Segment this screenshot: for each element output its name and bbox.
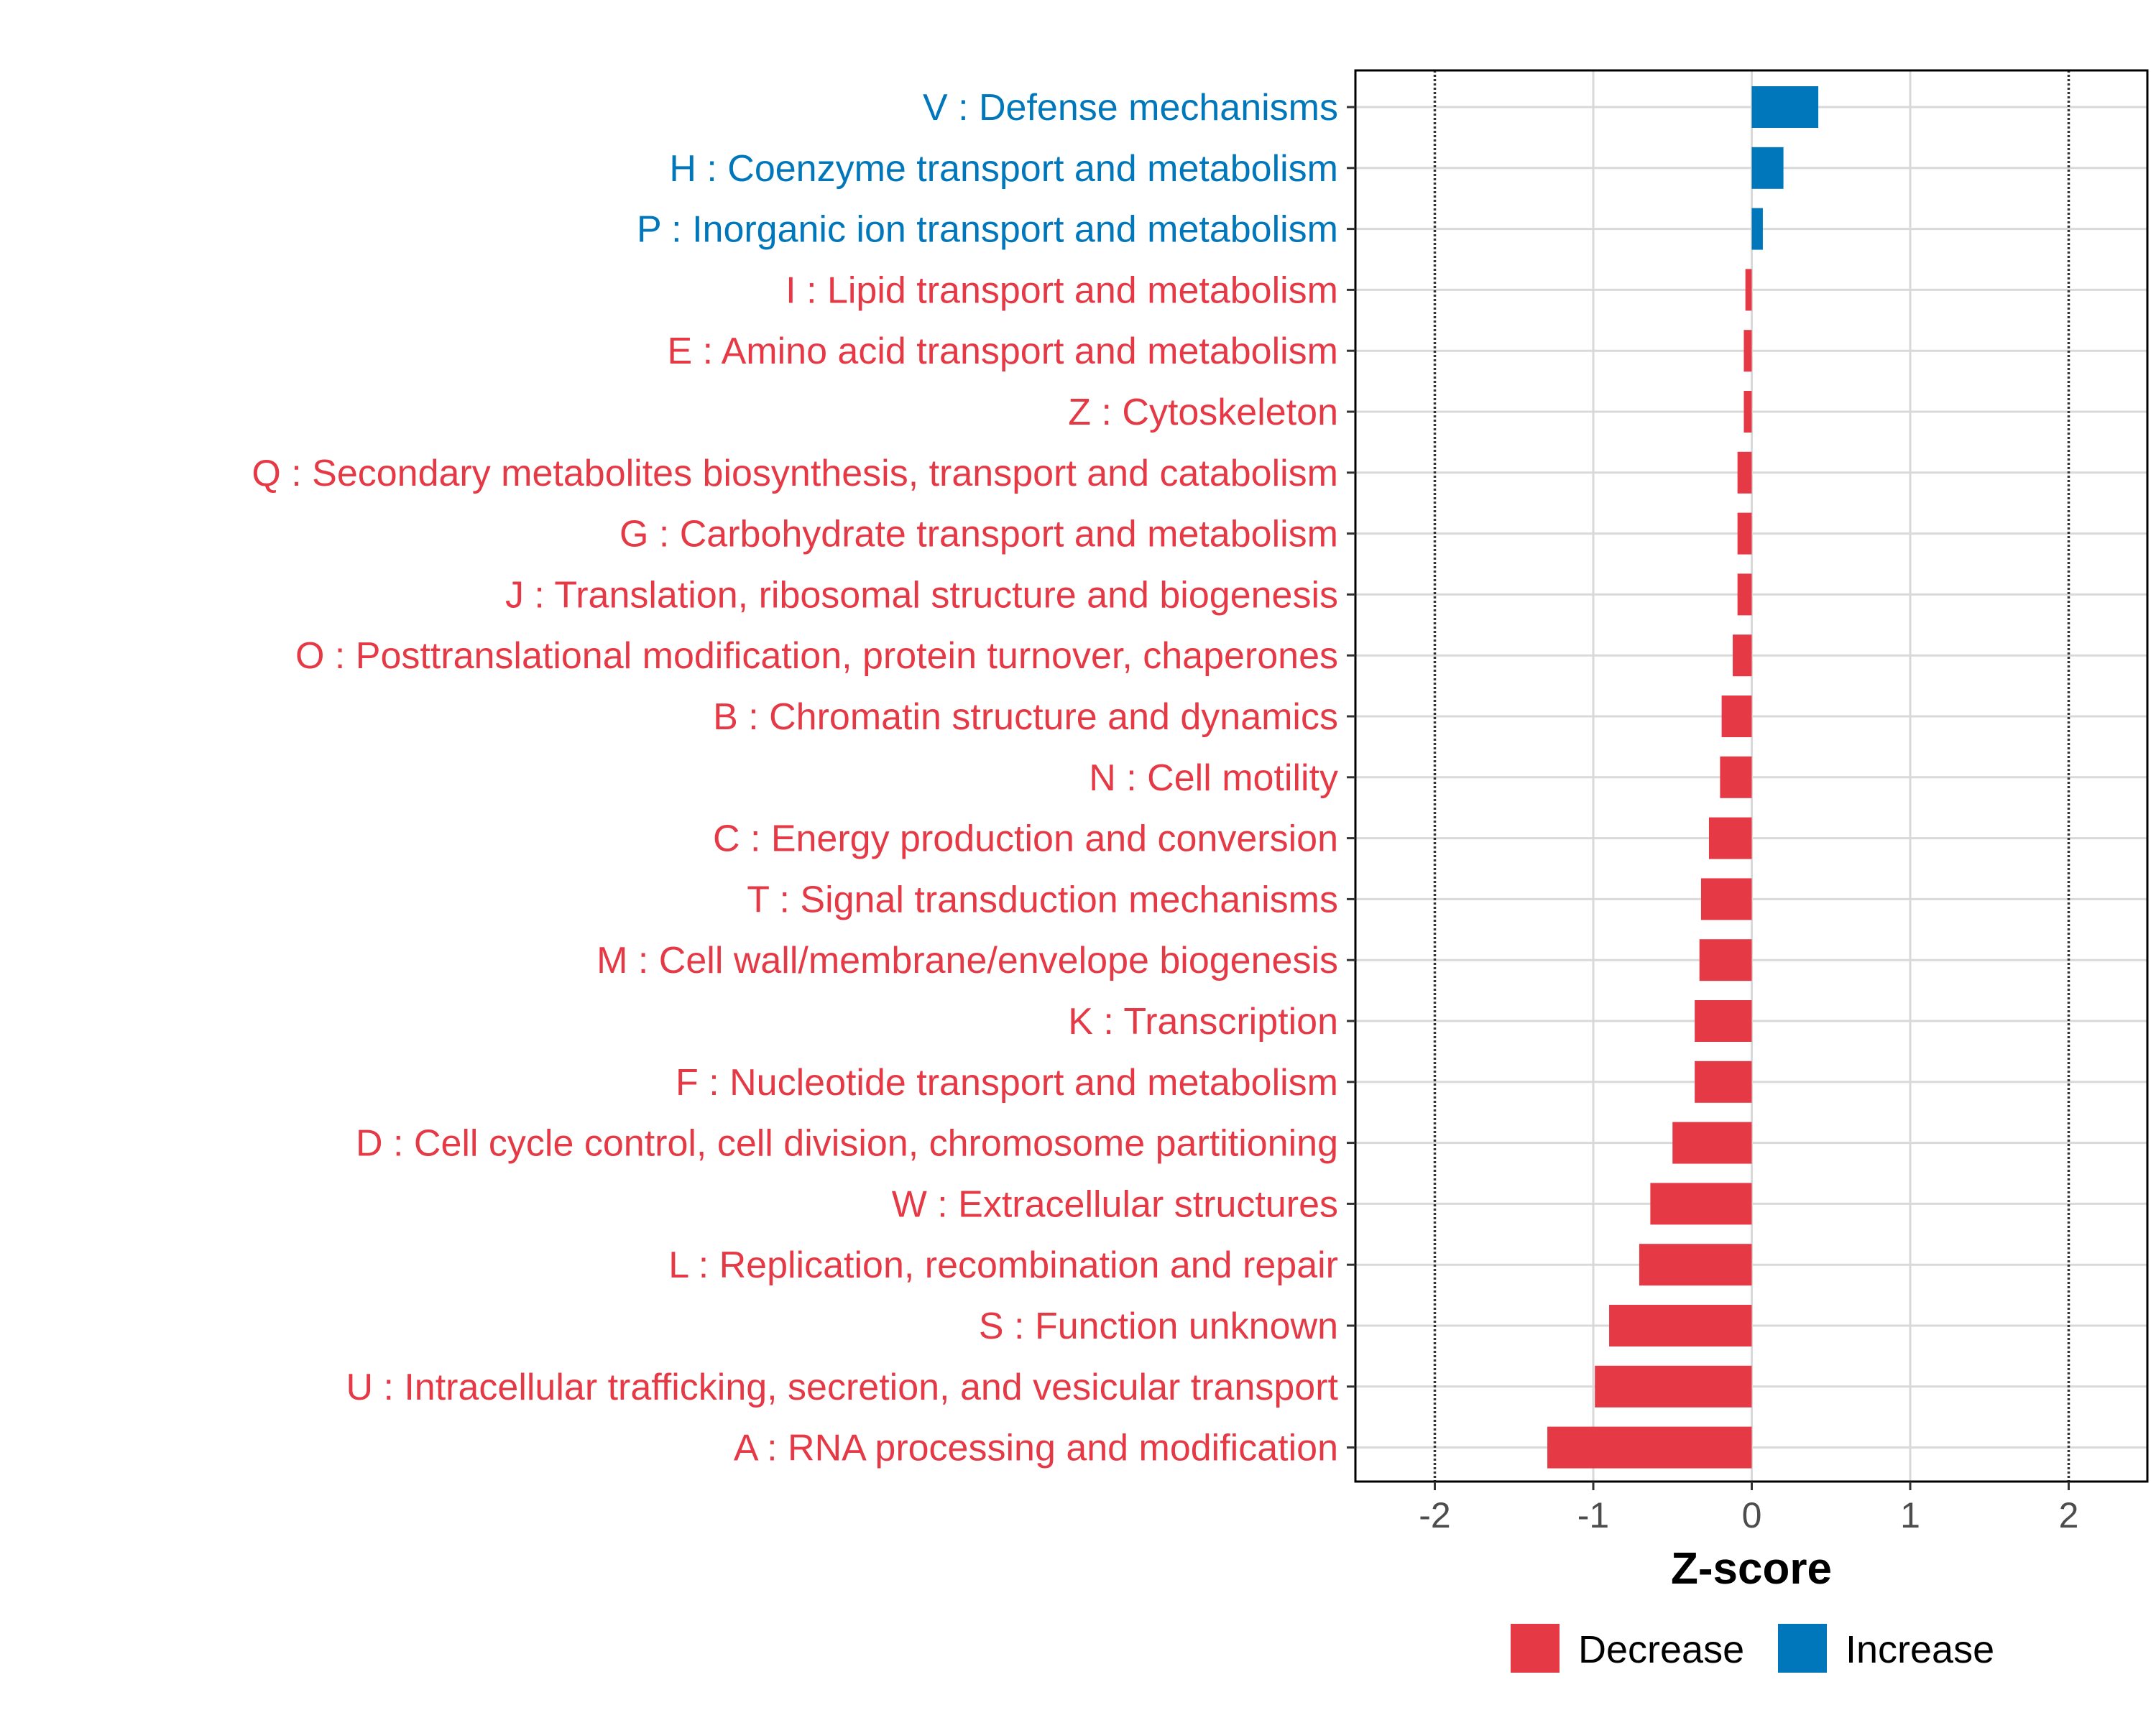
category-label: K : Transcription — [1068, 1001, 1338, 1043]
x-tick-label: -1 — [1577, 1495, 1609, 1535]
bar — [1751, 208, 1763, 250]
bar — [1547, 1426, 1752, 1469]
x-axis-title: Z-score — [1671, 1544, 1832, 1594]
bar — [1733, 634, 1752, 677]
category-label: U : Intracellular trafficking, secretion… — [346, 1367, 1338, 1408]
bar — [1639, 1244, 1752, 1286]
x-tick-label: -2 — [1419, 1495, 1450, 1535]
category-label: Q : Secondary metabolites biosynthesis, … — [252, 453, 1338, 494]
category-label: W : Extracellular structures — [892, 1183, 1338, 1225]
bar — [1751, 147, 1784, 189]
category-label: H : Coenzyme transport and metabolism — [669, 148, 1338, 190]
legend-key — [1511, 1624, 1560, 1673]
bar — [1737, 451, 1752, 494]
bar — [1737, 512, 1752, 555]
bar — [1650, 1183, 1752, 1225]
x-tick-label: 0 — [1742, 1495, 1762, 1535]
legend-label: Decrease — [1578, 1628, 1744, 1671]
category-label: S : Function unknown — [979, 1306, 1338, 1347]
bar — [1609, 1305, 1752, 1346]
category-label: M : Cell wall/membrane/envelope biogenes… — [596, 940, 1338, 981]
category-label: C : Energy production and conversion — [713, 818, 1338, 860]
bar — [1751, 86, 1819, 128]
legend-label: Increase — [1846, 1628, 1994, 1671]
category-label: E : Amino acid transport and metabolism — [667, 331, 1338, 372]
category-label: O : Posttranslational modification, prot… — [295, 635, 1338, 677]
bar — [1745, 269, 1752, 311]
bar — [1720, 756, 1752, 798]
bar — [1672, 1122, 1752, 1164]
bar — [1721, 696, 1752, 737]
x-tick-label: 2 — [2059, 1495, 2079, 1535]
category-label: I : Lipid transport and metabolism — [786, 269, 1338, 311]
bar — [1695, 1061, 1752, 1103]
category-label: J : Translation, ribosomal structure and… — [505, 574, 1338, 616]
bar — [1695, 1000, 1752, 1042]
bar — [1737, 573, 1752, 616]
category-label: A : RNA processing and modification — [734, 1428, 1338, 1469]
category-label: G : Carbohydrate transport and metabolis… — [619, 514, 1338, 555]
category-label: D : Cell cycle control, cell division, c… — [356, 1123, 1338, 1165]
category-label: Z : Cytoskeleton — [1068, 392, 1338, 433]
bar — [1743, 330, 1752, 372]
category-label: B : Chromatin structure and dynamics — [713, 696, 1338, 738]
legend-key — [1778, 1624, 1827, 1673]
bar — [1595, 1365, 1752, 1408]
bar — [1743, 391, 1752, 433]
bar — [1699, 939, 1752, 981]
category-label: L : Replication, recombination and repai… — [668, 1244, 1338, 1286]
category-label: V : Defense mechanisms — [923, 87, 1338, 129]
x-tick-label: 1 — [1900, 1495, 1920, 1535]
category-label: P : Inorganic ion transport and metaboli… — [637, 209, 1338, 251]
bar — [1708, 817, 1752, 859]
category-label: N : Cell motility — [1089, 757, 1338, 799]
category-label: T : Signal transduction mechanisms — [747, 879, 1338, 920]
category-label: F : Nucleotide transport and metabolism — [676, 1062, 1338, 1104]
bar — [1700, 878, 1752, 920]
